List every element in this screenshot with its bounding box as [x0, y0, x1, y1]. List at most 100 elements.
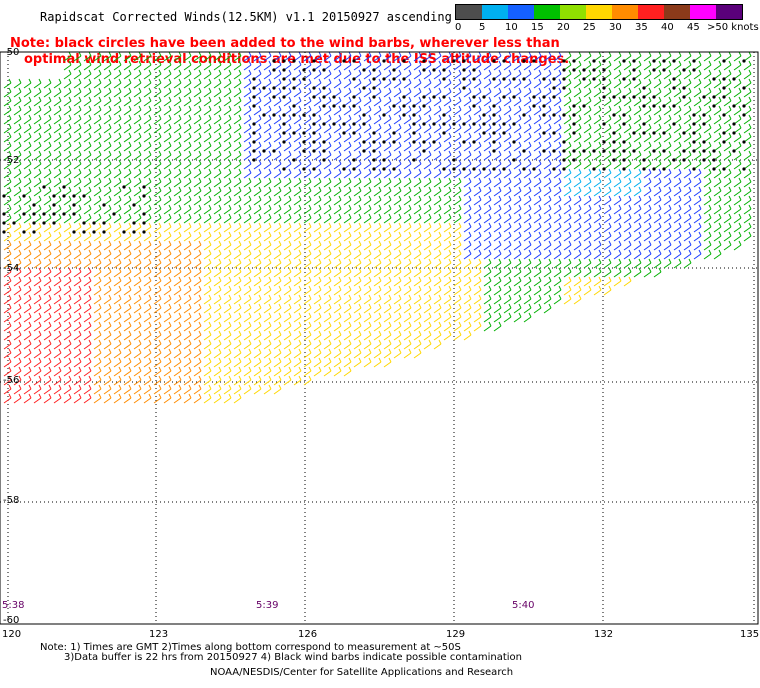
wind-barb: [463, 321, 472, 332]
wind-barb: [273, 123, 282, 134]
wind-barb: [183, 231, 192, 242]
wind-barb: [143, 132, 152, 143]
wind-barb: [93, 123, 102, 134]
wind-barb: [193, 375, 202, 386]
wind-barb: [433, 294, 442, 305]
contamination-note-line1: Note: black circles have been added to t…: [10, 36, 560, 51]
wind-barb: [732, 96, 742, 108]
wind-barb: [373, 312, 382, 323]
wind-barb: [233, 51, 242, 62]
wind-barb: [673, 222, 682, 233]
wind-barb: [133, 285, 142, 296]
wind-barb: [303, 51, 312, 62]
wind-barb: [223, 186, 232, 197]
wind-barb: [243, 60, 252, 71]
wind-barb: [473, 312, 482, 323]
wind-barb: [153, 114, 162, 125]
wind-barb: [553, 222, 562, 233]
wind-barb: [482, 114, 492, 126]
wind-barb: [193, 96, 202, 107]
wind-barb: [53, 87, 62, 98]
wind-barb: [672, 114, 682, 126]
wind-barb: [263, 177, 272, 188]
wind-barb: [573, 276, 582, 287]
wind-barb: [343, 357, 352, 368]
wind-barb: [282, 114, 292, 126]
wind-barb: [273, 132, 282, 143]
wind-barb: [23, 159, 32, 170]
wind-barb: [363, 303, 372, 314]
lon-label: 132: [594, 629, 614, 640]
wind-barb: [533, 231, 542, 242]
wind-barb: [142, 177, 152, 189]
wind-barb: [13, 384, 22, 395]
wind-barb: [133, 150, 142, 161]
wind-barb: [13, 123, 22, 134]
wind-barb: [83, 96, 92, 107]
wind-barb: [23, 132, 32, 143]
wind-barb: [183, 267, 192, 278]
wind-barb: [623, 276, 632, 287]
wind-barb: [132, 213, 142, 225]
wind-barb: [712, 150, 722, 162]
wind-barb: [332, 96, 342, 108]
wind-barb: [23, 321, 32, 332]
wind-barb: [543, 213, 552, 224]
wind-barb: [593, 168, 602, 179]
wind-barb: [163, 312, 172, 323]
wind-barb: [553, 177, 562, 188]
wind-barb: [613, 51, 622, 62]
wind-barb: [442, 123, 452, 135]
wind-barb: [493, 240, 502, 251]
wind-barb: [93, 159, 102, 170]
wind-barb: [273, 375, 282, 386]
wind-barb: [83, 348, 92, 359]
wind-barb: [393, 249, 402, 260]
wind-barb: [263, 159, 272, 170]
wind-barb: [233, 375, 242, 386]
wind-barb: [503, 213, 512, 224]
wind-barb: [103, 177, 112, 188]
wind-barb: [483, 231, 492, 242]
wind-barb: [233, 348, 242, 359]
wind-barb: [113, 177, 122, 188]
wind-barb: [63, 132, 72, 143]
wind-barb: [333, 150, 342, 161]
wind-barb: [273, 159, 282, 170]
wind-barb: [683, 69, 692, 80]
wind-barb: [693, 177, 702, 188]
wind-barb: [653, 150, 662, 161]
wind-barb: [233, 123, 242, 134]
wind-barb: [173, 393, 182, 404]
wind-barb: [553, 96, 562, 107]
wind-barb: [272, 87, 282, 99]
wind-barb: [303, 222, 312, 233]
wind-barb: [43, 330, 52, 341]
wind-barb: [353, 240, 362, 251]
wind-barb: [53, 357, 62, 368]
wind-barb: [742, 78, 752, 90]
legend-swatch-8: [664, 5, 690, 19]
wind-barb: [163, 141, 172, 152]
wind-barb: [543, 294, 552, 305]
wind-barb: [453, 321, 462, 332]
wind-barb: [73, 60, 82, 71]
wind-barb: [713, 132, 722, 143]
wind-barb: [442, 87, 452, 99]
wind-barb: [383, 231, 392, 242]
wind-barb: [213, 357, 222, 368]
wind-barb: [513, 177, 522, 188]
wind-barb: [633, 249, 642, 260]
wind-barb: [463, 87, 472, 98]
wind-barb: [473, 321, 482, 332]
wind-barb: [583, 285, 592, 296]
wind-barb: [703, 78, 712, 89]
wind-barb: [213, 60, 222, 71]
wind-barb: [243, 51, 252, 62]
wind-barb: [593, 150, 602, 161]
wind-barb: [443, 96, 452, 107]
wind-barb: [243, 195, 252, 206]
wind-barb: [282, 51, 292, 63]
wind-barb: [543, 195, 552, 206]
wind-barb: [313, 348, 322, 359]
